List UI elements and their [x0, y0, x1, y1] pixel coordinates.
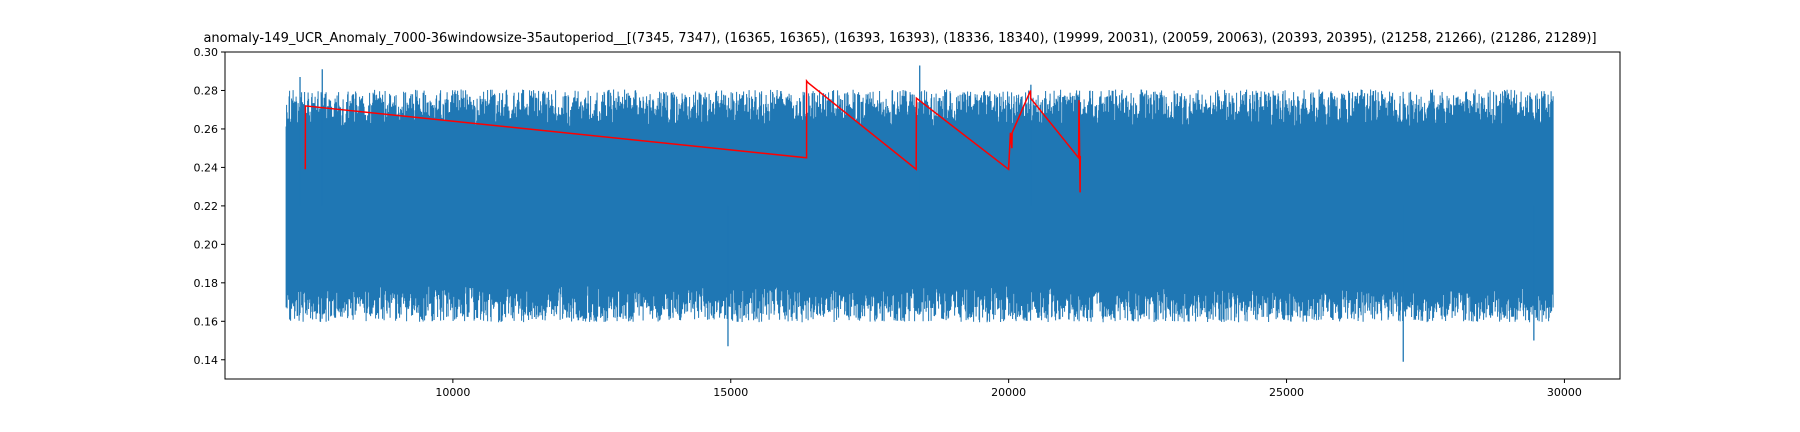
y-tick-label: 0.24	[194, 161, 219, 174]
x-tick-label: 20000	[991, 386, 1026, 399]
x-tick-label: 15000	[713, 386, 748, 399]
x-tick-label: 30000	[1547, 386, 1582, 399]
y-tick-label: 0.26	[194, 123, 219, 136]
y-tick-label: 0.14	[194, 354, 219, 367]
y-tick-label: 0.16	[194, 315, 219, 328]
x-tick-label: 25000	[1269, 386, 1304, 399]
y-axis: 0.14 0.16 0.18 0.20 0.22 0.24 0.26 0.28 0.30	[194, 46, 225, 367]
y-tick-label: 0.20	[194, 238, 219, 251]
x-tick-label: 10000	[435, 386, 470, 399]
signal-layer	[285, 65, 1554, 362]
y-tick-label: 0.22	[194, 200, 219, 213]
anomaly-layer	[304, 78, 1082, 193]
y-tick-label: 0.28	[194, 84, 219, 97]
anomaly-line	[304, 78, 1082, 193]
plot-area-frame	[224, 51, 1621, 380]
y-tick-label: 0.30	[194, 46, 219, 59]
y-tick-label: 0.18	[194, 277, 219, 290]
chart-title: anomaly-149_UCR_Anomaly_7000-36windowsiz…	[203, 31, 1596, 46]
x-axis: 10000 15000 20000 25000 30000	[435, 379, 1582, 399]
